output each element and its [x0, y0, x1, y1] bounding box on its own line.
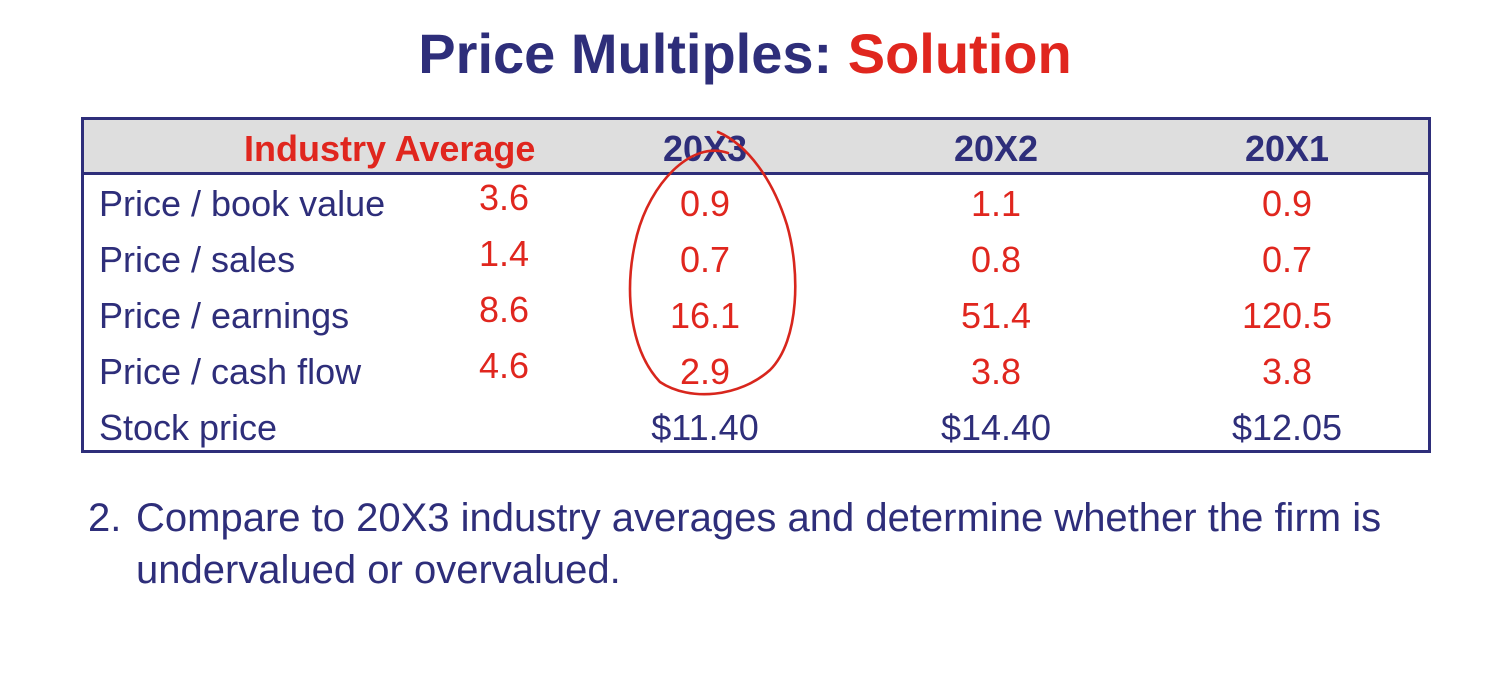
table-row: Stock price $11.40 $14.40 $12.05 [84, 407, 1428, 463]
value-20x3: 0.7 [679, 239, 731, 280]
value-20x3: 2.9 [679, 351, 731, 392]
table-row: Price / earnings 8.6 16.1 51.4 120.5 [84, 289, 1428, 351]
value-20x1: 120.5 [1241, 295, 1333, 336]
industry-average-value: 3.6 [478, 177, 530, 218]
industry-average-value: 4.6 [478, 345, 530, 386]
title-main: Price Multiples: [418, 22, 848, 85]
value-20x3: 0.9 [679, 183, 731, 224]
row-label: Stock price [99, 407, 278, 448]
stock-price-20x1: $12.05 [1231, 407, 1343, 448]
value-20x1: 0.7 [1261, 239, 1313, 280]
table-header: Industry Average 20X3 20X2 20X1 [84, 120, 1428, 175]
title-accent: Solution [847, 22, 1072, 85]
table-row: Price / sales 1.4 0.7 0.8 0.7 [84, 233, 1428, 295]
note-number: 2. [88, 496, 122, 540]
row-label: Price / cash flow [99, 351, 362, 392]
row-label: Price / book value [99, 183, 386, 224]
header-year-20x2: 20X2 [953, 128, 1039, 169]
value-20x2: 1.1 [970, 183, 1022, 224]
value-20x1: 3.8 [1261, 351, 1313, 392]
slide-title: Price Multiples: Solution [0, 22, 1490, 86]
value-20x2: 3.8 [970, 351, 1022, 392]
note-text: Compare to 20X3 industry averages and de… [136, 496, 1382, 592]
industry-average-value: 1.4 [478, 233, 530, 274]
header-industry-average: Industry Average [244, 128, 536, 169]
row-label: Price / earnings [99, 295, 350, 336]
header-year-20x3: 20X3 [662, 128, 748, 169]
row-label: Price / sales [99, 239, 296, 280]
table-row: Price / cash flow 4.6 2.9 3.8 3.8 [84, 345, 1428, 407]
value-20x2: 51.4 [960, 295, 1032, 336]
value-20x1: 0.9 [1261, 183, 1313, 224]
value-20x3: 16.1 [669, 295, 741, 336]
stock-price-20x3: $11.40 [651, 407, 759, 448]
value-20x2: 0.8 [970, 239, 1022, 280]
header-year-20x1: 20X1 [1244, 128, 1330, 169]
table-row: Price / book value 3.6 0.9 1.1 0.9 [84, 177, 1428, 239]
industry-average-value: 8.6 [478, 289, 530, 330]
stock-price-20x2: $14.40 [940, 407, 1052, 448]
multiples-table: Industry Average 20X3 20X2 20X1 Price / … [81, 117, 1431, 453]
